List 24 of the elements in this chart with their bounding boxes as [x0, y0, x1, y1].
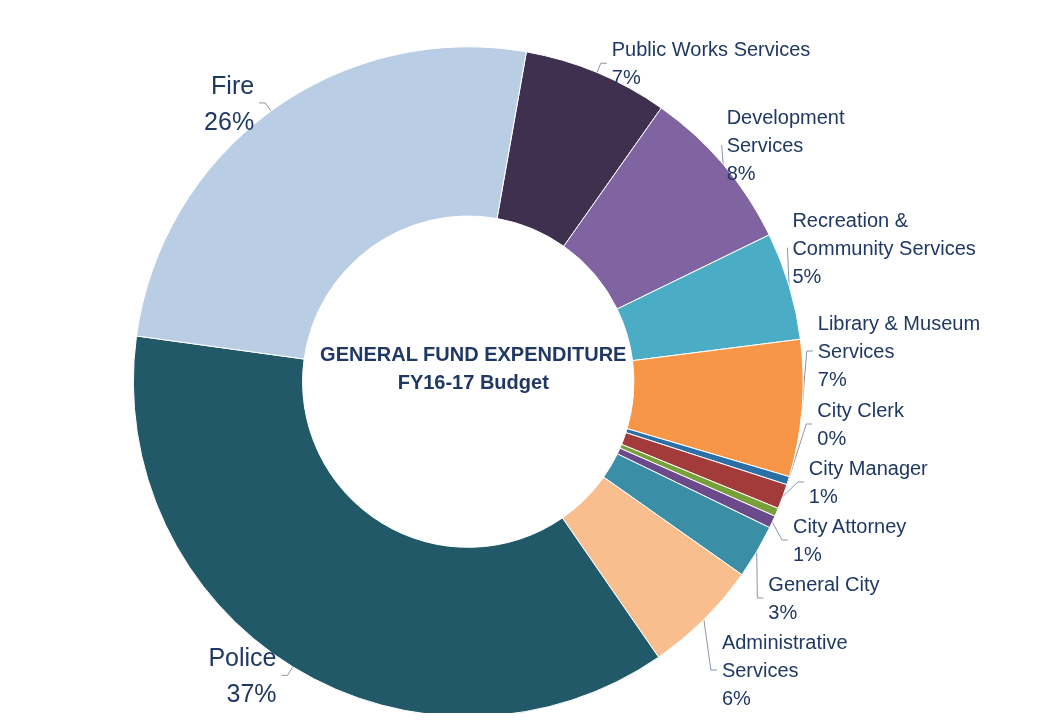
slice-label: City Manager [808, 457, 929, 479]
data-label: 8% [726, 162, 756, 185]
data-label: 1% [792, 543, 823, 565]
slice-label: Development Services [726, 106, 851, 157]
data-label: 7% [817, 368, 847, 390]
text: GENERAL FUND EXPENDITURE [320, 343, 627, 366]
slice-label: Fire [211, 70, 255, 99]
data-label: 5% [792, 264, 822, 287]
data-label: 3% [768, 601, 798, 623]
text: FY16-17 Budget [397, 371, 550, 394]
slice-label: Police [208, 643, 277, 672]
data-label: 0% [817, 427, 847, 449]
data-label: 6% [721, 687, 752, 709]
data-label: 1% [808, 485, 838, 507]
slice-label: Recreation & Community Services [792, 208, 976, 259]
slice-label: City Clerk [817, 399, 905, 421]
slice-label: General City [768, 573, 880, 595]
data-label: 7% [611, 66, 641, 89]
slice-label: Library & Museum Services [817, 312, 986, 362]
data-label: 26% [204, 106, 255, 135]
data-label: 37% [226, 679, 277, 708]
slice-label: Public Works Services [611, 38, 811, 61]
slice-label: Administrative Services [721, 631, 854, 681]
slice-label: City Attorney [792, 515, 907, 537]
